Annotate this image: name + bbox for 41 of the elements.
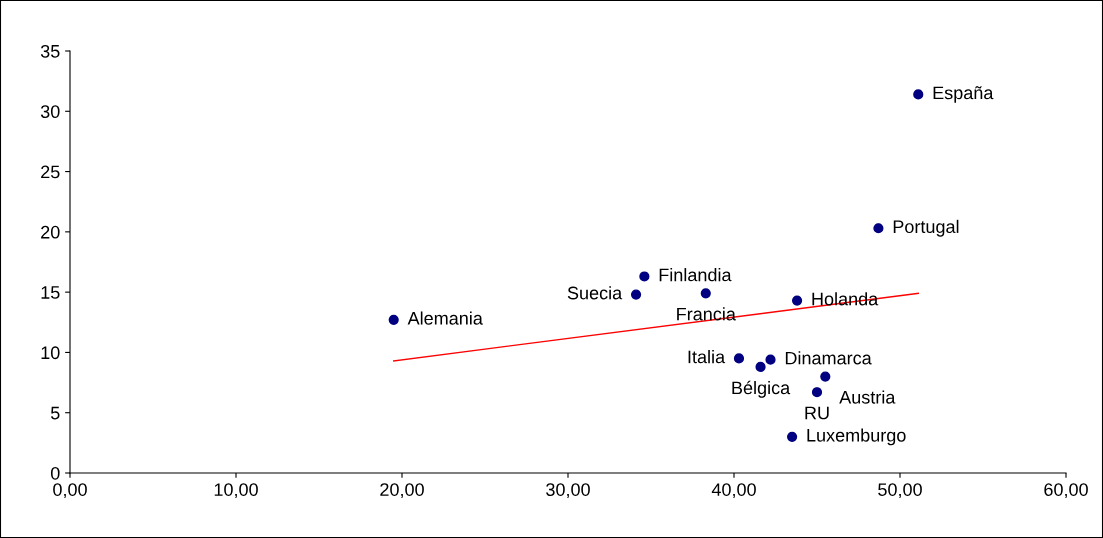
annotation: Portugal	[893, 219, 959, 237]
point	[700, 288, 711, 299]
annotation: RU	[805, 406, 829, 420]
y-tick-label: 35	[40, 44, 60, 58]
x-tick-label: 10,00	[214, 483, 258, 499]
annotation: Francia	[677, 307, 736, 321]
point	[755, 361, 766, 372]
annotation: Alemania	[407, 311, 483, 325]
y-tick-label: 10	[41, 346, 60, 360]
point	[733, 353, 745, 364]
point	[791, 295, 803, 306]
annotation: Finlandia	[659, 268, 732, 282]
x-tick-label: 50,00	[878, 483, 922, 499]
annotation: Italia	[688, 350, 726, 364]
x-tick-label: 0,00	[53, 483, 87, 499]
point	[630, 289, 642, 300]
point	[639, 271, 650, 282]
y-tick-label: 25	[41, 165, 60, 179]
x-tick-label: 40,00	[711, 483, 756, 499]
annotation: Austria	[839, 390, 896, 404]
y-tick-label: 20	[41, 225, 60, 239]
annotation: Suecia	[567, 286, 623, 300]
y-tick-label: 30	[40, 105, 60, 119]
annotation: Holanda	[812, 292, 879, 306]
x-tick-label: 30,00	[546, 483, 590, 499]
annotation: Dinamarca	[785, 351, 872, 365]
point	[388, 314, 399, 325]
point	[765, 354, 776, 365]
annotation: España	[933, 86, 994, 103]
annotation: Bélgica	[732, 380, 791, 398]
y-tick-label: 0	[50, 466, 60, 480]
point	[820, 371, 831, 382]
x-tick-label: 60,00	[1044, 483, 1088, 499]
point	[787, 431, 798, 442]
point	[811, 387, 823, 398]
point	[873, 223, 884, 234]
x-tick-label: 20,00	[380, 483, 424, 499]
annotation: Luxemburgo	[807, 428, 906, 446]
point	[913, 89, 924, 100]
y-tick-label: 15	[41, 286, 60, 299]
y-tick-label: 5	[50, 406, 60, 420]
